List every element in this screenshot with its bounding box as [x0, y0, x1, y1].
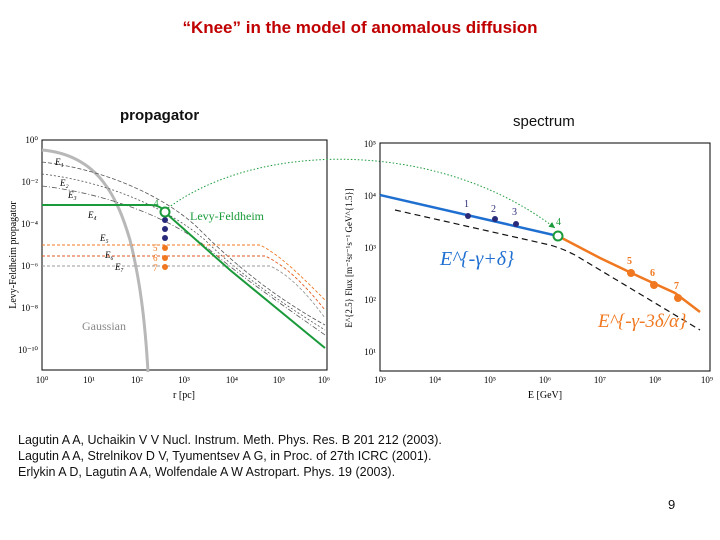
- power-law-high: E^{-γ-3δ/α}: [597, 311, 687, 332]
- tick-label: 10¹: [83, 375, 95, 385]
- tick-label: 10³: [178, 375, 190, 385]
- figure: Levy-Feldheim propagator r [pc] 10⁰ 10⁻²…: [8, 135, 713, 401]
- point-1: [465, 213, 471, 219]
- references: Lagutin A A, Uchaikin V V Nucl. Instrum.…: [18, 432, 442, 480]
- spectrum-high-line: [557, 234, 701, 313]
- spectrum-ylabel: E^{2.5} Flux [m⁻²sr⁻¹s⁻¹ GeV^{1.5}]: [344, 188, 354, 327]
- point-label: 5: [627, 256, 632, 267]
- point-label: 6: [153, 253, 158, 263]
- propagator-label: propagator: [120, 107, 200, 124]
- point-label: 2: [491, 204, 496, 215]
- tick-label: 10⁻⁴: [21, 219, 38, 229]
- curve-e3: [41, 185, 326, 336]
- point-orange: [162, 264, 168, 270]
- tick-label: 10⁴: [429, 375, 441, 385]
- tick-label: 10⁶: [539, 375, 551, 385]
- point-label: 6: [650, 268, 655, 279]
- point-label: 4: [556, 217, 561, 228]
- point-navy: [162, 235, 168, 241]
- tick-label: 10⁻⁸: [21, 303, 38, 313]
- curve-label: E₆: [104, 250, 114, 260]
- reference-item: Lagutin A A, Uchaikin V V Nucl. Instrum.…: [18, 433, 442, 447]
- curve-label: E₄: [87, 210, 97, 220]
- point-orange: [162, 245, 168, 251]
- point-navy: [162, 226, 168, 232]
- spectrum-plot: E^{2.5} Flux [m⁻²sr⁻¹s⁻¹ GeV^{1.5}] E [G…: [344, 139, 713, 401]
- tick-label: 10⁴: [364, 191, 376, 201]
- propagator-ylabel: Levy-Feldheim propagator: [8, 201, 19, 309]
- point-orange: [162, 255, 168, 261]
- propagator-plot: Levy-Feldheim propagator r [pc] 10⁰ 10⁻²…: [8, 135, 330, 401]
- power-law-low: E^{-γ+δ}: [439, 248, 514, 270]
- spectrum-label: spectrum: [513, 113, 575, 130]
- point-2: [492, 216, 498, 222]
- curve-e5: [42, 244, 326, 301]
- tick-label: 10⁴: [226, 375, 238, 385]
- page-number: 9: [668, 497, 676, 512]
- y-ticks: 10⁵ 10⁴ 10³ 10² 10¹: [364, 139, 376, 357]
- tick-label: 10⁷: [594, 375, 606, 385]
- spectrum-points: [465, 213, 682, 302]
- point-4-open: [159, 206, 171, 218]
- tick-label: 10⁻⁶: [21, 261, 38, 271]
- x-ticks: 10³ 10⁴ 10⁵ 10⁶ 10⁷ 10⁸ 10⁹: [374, 375, 713, 385]
- levy-feldheim-label: Levy-Feldheim: [190, 209, 265, 223]
- tick-label: 10⁵: [364, 139, 376, 149]
- tick-label: 10⁰: [25, 135, 38, 145]
- point-3: [513, 221, 519, 227]
- plot-frame: [379, 142, 711, 372]
- point-navy: [162, 217, 168, 223]
- tick-label: 10³: [374, 375, 386, 385]
- tick-label: 10⁹: [701, 375, 713, 385]
- point-label: 3: [512, 207, 517, 218]
- curve-label: E₁: [54, 157, 64, 167]
- propagator-points: 4 5 6 7: [153, 198, 171, 273]
- tick-label: 10⁻²: [22, 177, 39, 187]
- tick-label: 10⁸: [649, 375, 661, 385]
- curve-e7: [42, 265, 326, 319]
- tick-label: 10²: [131, 375, 143, 385]
- tick-label: 10¹: [364, 347, 376, 357]
- y-ticks: 10⁰ 10⁻² 10⁻⁴ 10⁻⁶ 10⁻⁸ 10⁻¹⁰: [18, 135, 38, 355]
- plot-frame: [41, 139, 328, 371]
- point-6: [650, 281, 658, 289]
- tick-label: 10²: [364, 295, 376, 305]
- tick-label: 10⁶: [318, 375, 330, 385]
- point-7: [674, 294, 682, 302]
- curve-e6: [42, 255, 326, 311]
- spectrum-xlabel: E [GeV]: [528, 390, 562, 401]
- point-label: 5: [153, 243, 158, 253]
- gaussian-curve: [41, 148, 150, 373]
- tick-label: 10⁰: [36, 375, 49, 385]
- point-label: 1: [464, 199, 469, 210]
- curve-label: E₅: [99, 233, 109, 243]
- point-label: 7: [674, 281, 679, 292]
- tick-label: 10⁵: [484, 375, 496, 385]
- tick-label: 10³: [364, 243, 376, 253]
- reference-item: Erlykin A D, Lagutin A A, Wolfendale A W…: [18, 465, 396, 479]
- reference-item: Lagutin A A, Strelnikov D V, Tyumentsev …: [18, 449, 432, 463]
- x-ticks: 10⁰ 10¹ 10² 10³ 10⁴ 10⁵ 10⁶: [36, 375, 330, 385]
- tick-label: 10⁻¹⁰: [18, 345, 38, 355]
- curve-label: E₇: [114, 262, 124, 272]
- point-label: 7: [153, 263, 158, 273]
- slide-title: “Knee” in the model of anomalous diffusi…: [182, 18, 538, 37]
- curve-label: E₃: [67, 190, 77, 200]
- spectrum-dashed-line: [394, 209, 701, 331]
- curve-e2: [41, 173, 326, 331]
- point-4: [552, 230, 564, 242]
- propagator-xlabel: r [pc]: [173, 390, 195, 401]
- curve-e1: [41, 161, 326, 326]
- point-label: 4: [154, 198, 159, 208]
- gaussian-label: Gaussian: [82, 319, 126, 333]
- point-5: [627, 269, 635, 277]
- curve-label: E₂: [59, 178, 69, 188]
- tick-label: 10⁵: [273, 375, 285, 385]
